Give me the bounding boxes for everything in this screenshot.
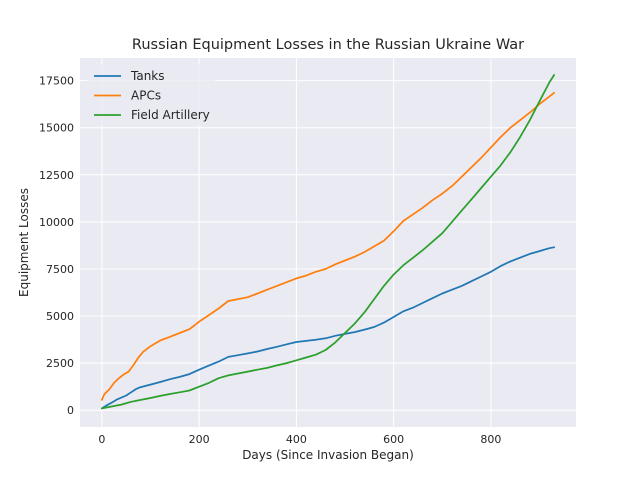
legend-label: Field Artillery (131, 108, 210, 122)
series-line-2 (101, 74, 555, 410)
legend-box (87, 64, 215, 126)
series-line-1 (101, 91, 555, 401)
legend-label: APCs (131, 89, 161, 103)
x-tick-label: 0 (98, 433, 105, 446)
y-tick-label: 15000 (39, 122, 74, 135)
y-tick-label: 10000 (39, 216, 74, 229)
x-tick-label: 600 (383, 433, 404, 446)
y-tick-label: 7500 (46, 263, 74, 276)
legend-label: Tanks (130, 69, 165, 83)
y-tick-labels: 0 2500 5000 7500 10000 12500 15000 17500 (39, 75, 74, 418)
chart-title: Russian Equipment Losses in the Russian … (132, 37, 524, 53)
y-tick-label: 17500 (39, 75, 74, 88)
series-lines (101, 74, 555, 410)
y-tick-label: 2500 (46, 357, 74, 370)
y-axis-label: Equipment Losses (17, 188, 31, 297)
x-tick-label: 200 (189, 433, 210, 446)
x-tick-labels: 0 200 400 600 800 (98, 433, 501, 446)
y-tick-label: 0 (67, 404, 74, 417)
y-tick-label: 5000 (46, 310, 74, 323)
series-line-0 (101, 246, 555, 410)
x-axis-label: Days (Since Invasion Began) (242, 448, 414, 462)
x-tick-label: 800 (480, 433, 501, 446)
legend: Tanks APCs Field Artillery (87, 64, 215, 126)
x-tick-label: 400 (286, 433, 307, 446)
y-tick-label: 12500 (39, 169, 74, 182)
